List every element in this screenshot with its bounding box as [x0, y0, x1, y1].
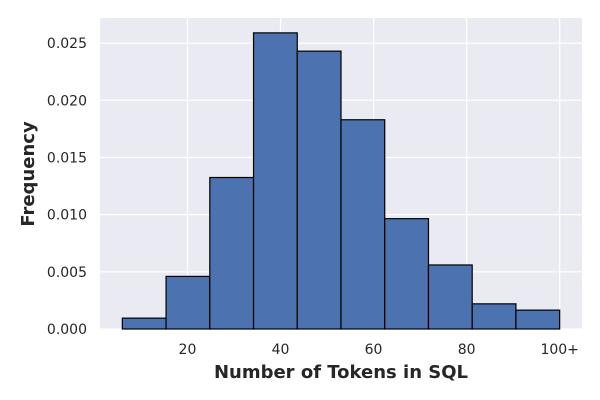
histogram-bar: [340, 119, 386, 330]
histogram-bar: [471, 303, 517, 330]
x-tick-label: 60: [365, 342, 383, 358]
y-tick-label: 0.000: [47, 322, 87, 338]
histogram-bar: [384, 218, 430, 330]
histogram-bars: [121, 32, 561, 330]
y-tick-label: 0.025: [47, 36, 87, 52]
histogram-bar: [209, 176, 255, 330]
histogram-bar: [165, 275, 211, 330]
histogram-bar: [515, 309, 561, 330]
y-tick-labels: 0.000 0.005 0.010 0.015 0.020 0.025: [47, 36, 87, 338]
x-tick-label: 20: [179, 342, 197, 358]
x-tick-labels: 20 40 60 80 100+: [179, 342, 579, 358]
y-axis-title: Frequency: [18, 121, 39, 227]
histogram-bar: [296, 50, 342, 330]
histogram-bar: [121, 317, 167, 330]
x-axis-title: Number of Tokens in SQL: [214, 362, 468, 383]
y-tick-label: 0.020: [47, 93, 87, 109]
y-tick-label: 0.015: [47, 150, 87, 166]
x-tick-label: 100+: [540, 342, 578, 358]
x-tick-label: 80: [458, 342, 476, 358]
y-tick-label: 0.005: [47, 265, 87, 281]
x-tick-label: 40: [272, 342, 290, 358]
histogram-bar: [252, 32, 298, 330]
histogram-bar: [427, 264, 473, 330]
y-tick-label: 0.010: [47, 208, 87, 224]
